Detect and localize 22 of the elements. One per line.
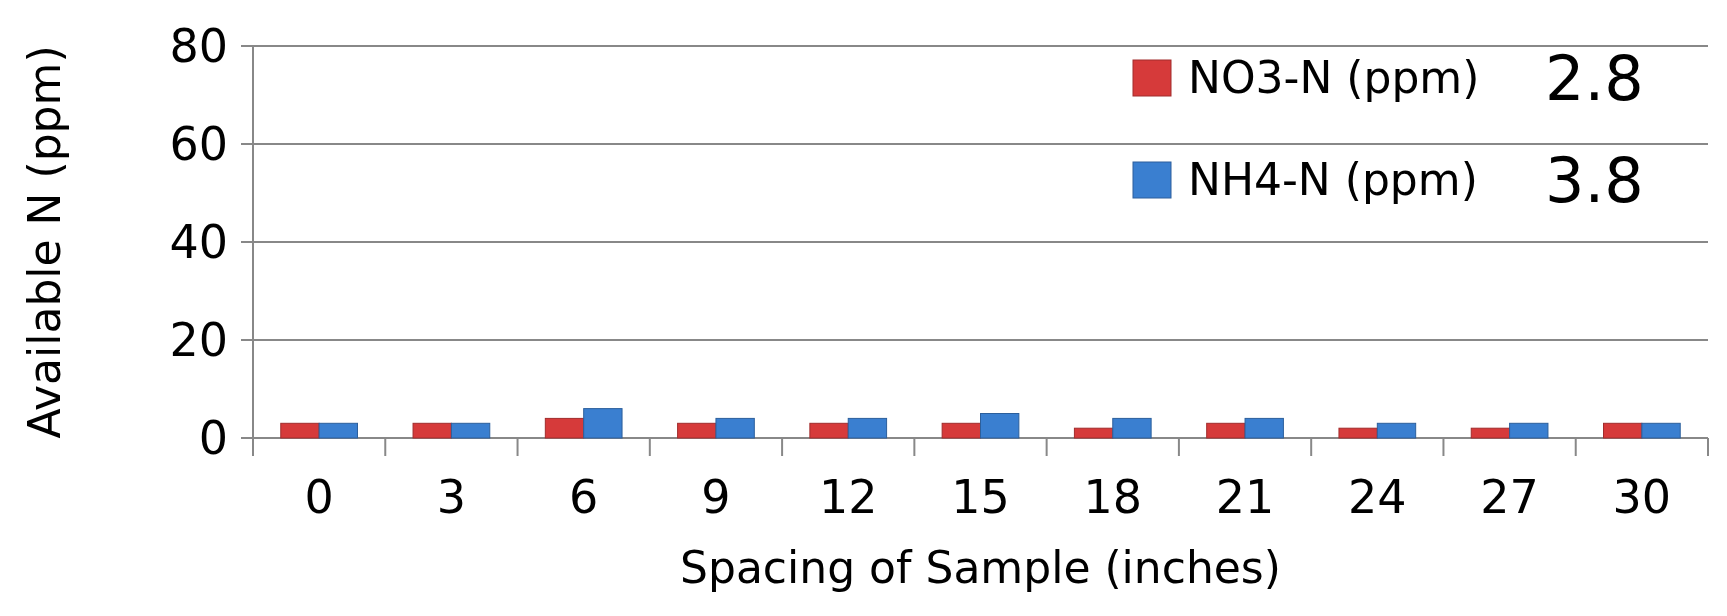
x-tick-label: 30 xyxy=(1612,470,1672,524)
x-tick-label: 6 xyxy=(569,470,599,524)
x-tick-label: 24 xyxy=(1348,470,1407,524)
x-axis-title: Spacing of Sample (inches) xyxy=(680,542,1281,593)
y-tick-label: 80 xyxy=(169,19,228,74)
x-tick-label: 9 xyxy=(701,470,731,524)
legend-label: NO3-N (ppm) xyxy=(1188,52,1480,104)
x-tick-label: 18 xyxy=(1083,470,1143,524)
x-tick-label: 15 xyxy=(951,470,1010,524)
y-tick-label: 0 xyxy=(198,411,228,466)
y-tick-label: 40 xyxy=(169,215,228,270)
x-tick-label: 3 xyxy=(436,470,467,524)
annotation: 3.8 xyxy=(1545,143,1644,217)
x-tick-label: 12 xyxy=(818,470,878,524)
legend-label: NH4-N (ppm) xyxy=(1188,154,1478,206)
y-tick-label: 20 xyxy=(169,313,228,368)
y-tick-label: 60 xyxy=(169,117,228,172)
x-tick-label: 21 xyxy=(1215,470,1275,524)
x-tick-label: 27 xyxy=(1480,470,1539,524)
annotation: 2.8 xyxy=(1545,41,1644,115)
x-tick-label: 0 xyxy=(304,470,334,524)
y-axis-title: Available N (ppm) xyxy=(19,45,70,439)
